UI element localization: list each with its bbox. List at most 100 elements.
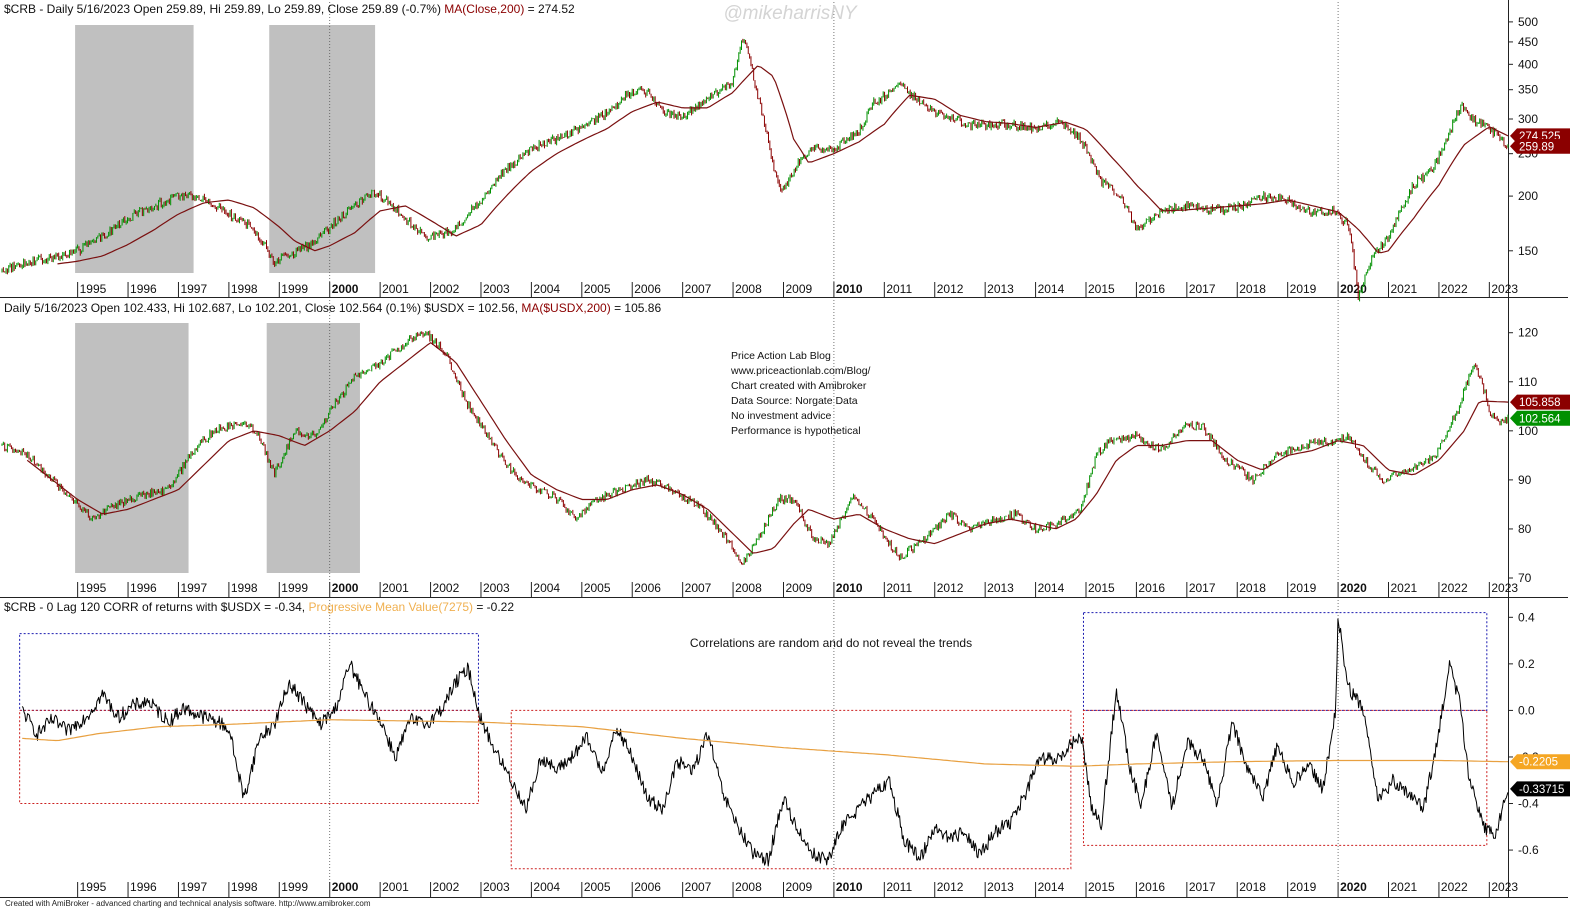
x-tick-label: 2022 (1441, 581, 1468, 595)
x-tick-label: 2000 (332, 282, 359, 296)
x-tick-label: 2010 (836, 581, 863, 595)
x-tick-label: 2005 (584, 880, 611, 894)
x-tick-label: 2013 (987, 880, 1014, 894)
x-tick-label: 2013 (987, 282, 1014, 296)
info-line: Data Source: Norgate Data (731, 395, 858, 407)
x-tick-label: 1995 (80, 880, 107, 894)
x-tick-label: 2006 (634, 581, 661, 595)
y-tick-label: 500 (1518, 15, 1538, 29)
x-tick-label: 2016 (1138, 880, 1165, 894)
panel-title: Daily 5/16/2023 Open 102.433, Hi 102.687… (4, 301, 661, 315)
y-tick-label: -0.6 (1518, 843, 1539, 857)
x-tick-label: 2011 (886, 282, 912, 296)
panel-title-part: MA($USDX,200) (521, 301, 610, 315)
x-tick-label: 2003 (483, 581, 510, 595)
x-tick-label: 2010 (836, 880, 863, 894)
y-tick-label: 450 (1518, 35, 1538, 49)
x-tick-label: 1997 (180, 282, 207, 296)
crb-price-panel[interactable]: $CRB - Daily 5/16/2023 Open 259.89, Hi 2… (0, 0, 1570, 302)
x-tick-label: 1999 (281, 581, 308, 595)
x-tick-label: 1996 (130, 282, 157, 296)
panel-title-part: Daily 5/16/2023 Open 102.433, Hi 102.687… (4, 301, 521, 315)
x-tick-label: 2019 (1290, 581, 1317, 595)
info-line: Price Action Lab Blog (731, 350, 831, 362)
x-tick-label: 2004 (533, 880, 560, 894)
y-tick-label: 200 (1518, 189, 1538, 203)
x-tick-label: 2023 (1491, 282, 1518, 296)
x-tick-label: 2001 (382, 282, 409, 296)
usdx-price-panel[interactable]: Daily 5/16/2023 Open 102.433, Hi 102.687… (0, 298, 1570, 598)
x-tick-label: 1995 (80, 581, 107, 595)
y-tick-label: 80 (1518, 522, 1532, 536)
x-tick-label: 2017 (1189, 880, 1216, 894)
price-bars (1, 38, 1509, 302)
correlation-panel[interactable]: $CRB - 0 Lag 120 CORR of returns with $U… (0, 598, 1570, 898)
value-tag: 102.564 (1510, 410, 1570, 426)
value-tag-box (1510, 138, 1570, 154)
x-tick-label: 2006 (634, 880, 661, 894)
y-tick-label: 0.4 (1518, 610, 1535, 624)
x-tick-label: 2018 (1239, 581, 1266, 595)
value-tag-box (1510, 394, 1570, 410)
panel-title-part: = 274.52 (524, 2, 575, 16)
y-tick-label: 90 (1518, 473, 1532, 487)
watermark: @mikeharrisNY (723, 3, 858, 24)
x-tick-label: 2000 (332, 880, 359, 894)
info-line: www.priceactionlab.com/Blog/ (730, 365, 871, 377)
x-tick-label: 1998 (231, 581, 258, 595)
x-tick-label: 2013 (987, 581, 1014, 595)
x-tick-label: 2021 (1391, 282, 1418, 296)
x-tick-label: 2020 (1340, 880, 1367, 894)
value-tag-label: -0.2205 (1519, 757, 1558, 769)
x-tick-label: 2008 (735, 581, 762, 595)
x-tick-label: 2020 (1340, 282, 1367, 296)
shaded-period (266, 323, 360, 573)
x-tick-label: 2000 (332, 581, 359, 595)
x-tick-label: 2001 (382, 581, 409, 595)
panel-title-part: $CRB - Daily 5/16/2023 Open 259.89, Hi 2… (4, 2, 444, 16)
x-tick-label: 2008 (735, 282, 762, 296)
x-tick-label: 2012 (937, 581, 964, 595)
shaded-period (75, 25, 194, 273)
panel-title: $CRB - 0 Lag 120 CORR of returns with $U… (4, 600, 514, 614)
panel-title-part: Progressive Mean Value(7275) (308, 600, 473, 614)
value-tag-label: 259.89 (1519, 141, 1554, 153)
value-tag: -0.2205 (1510, 754, 1570, 770)
x-tick-label: 2005 (584, 581, 611, 595)
value-tag-label: 105.858 (1519, 397, 1561, 409)
red-range-box (1082, 709, 1488, 846)
x-tick-label: 2002 (433, 880, 460, 894)
panel-title-part: = 105.86 (611, 301, 662, 315)
x-tick-label: 1996 (130, 880, 157, 894)
x-tick-label: 2002 (433, 282, 460, 296)
x-tick-label: 2009 (785, 880, 812, 894)
x-tick-label: 2007 (685, 880, 712, 894)
x-tick-label: 2023 (1491, 880, 1518, 894)
x-tick-label: 1998 (231, 880, 258, 894)
price-bars (1, 330, 1509, 566)
x-tick-label: 2006 (634, 282, 661, 296)
info-line: Chart created with Amibroker (731, 380, 867, 392)
x-tick-label: 2015 (1088, 282, 1115, 296)
shaded-period (75, 323, 189, 573)
y-tick-label: 400 (1518, 57, 1538, 71)
panel-title: $CRB - Daily 5/16/2023 Open 259.89, Hi 2… (4, 2, 575, 16)
x-tick-label: 2014 (1038, 880, 1065, 894)
x-tick-label: 2015 (1088, 581, 1115, 595)
y-tick-label: 0.0 (1518, 703, 1535, 717)
y-tick-label: 150 (1518, 244, 1538, 258)
x-tick-label: 2005 (584, 282, 611, 296)
y-tick-label: 120 (1518, 326, 1538, 340)
x-tick-label: 2011 (886, 880, 912, 894)
x-tick-label: 2008 (735, 880, 762, 894)
value-tag: 105.858 (1510, 394, 1570, 410)
x-tick-label: 2022 (1441, 880, 1468, 894)
x-tick-label: 2020 (1340, 581, 1367, 595)
x-tick-label: 2017 (1189, 581, 1216, 595)
x-tick-label: 2003 (483, 880, 510, 894)
x-tick-label: 2021 (1391, 581, 1418, 595)
x-tick-label: 2018 (1239, 880, 1266, 894)
panel-title-part: = -0.22 (473, 600, 514, 614)
